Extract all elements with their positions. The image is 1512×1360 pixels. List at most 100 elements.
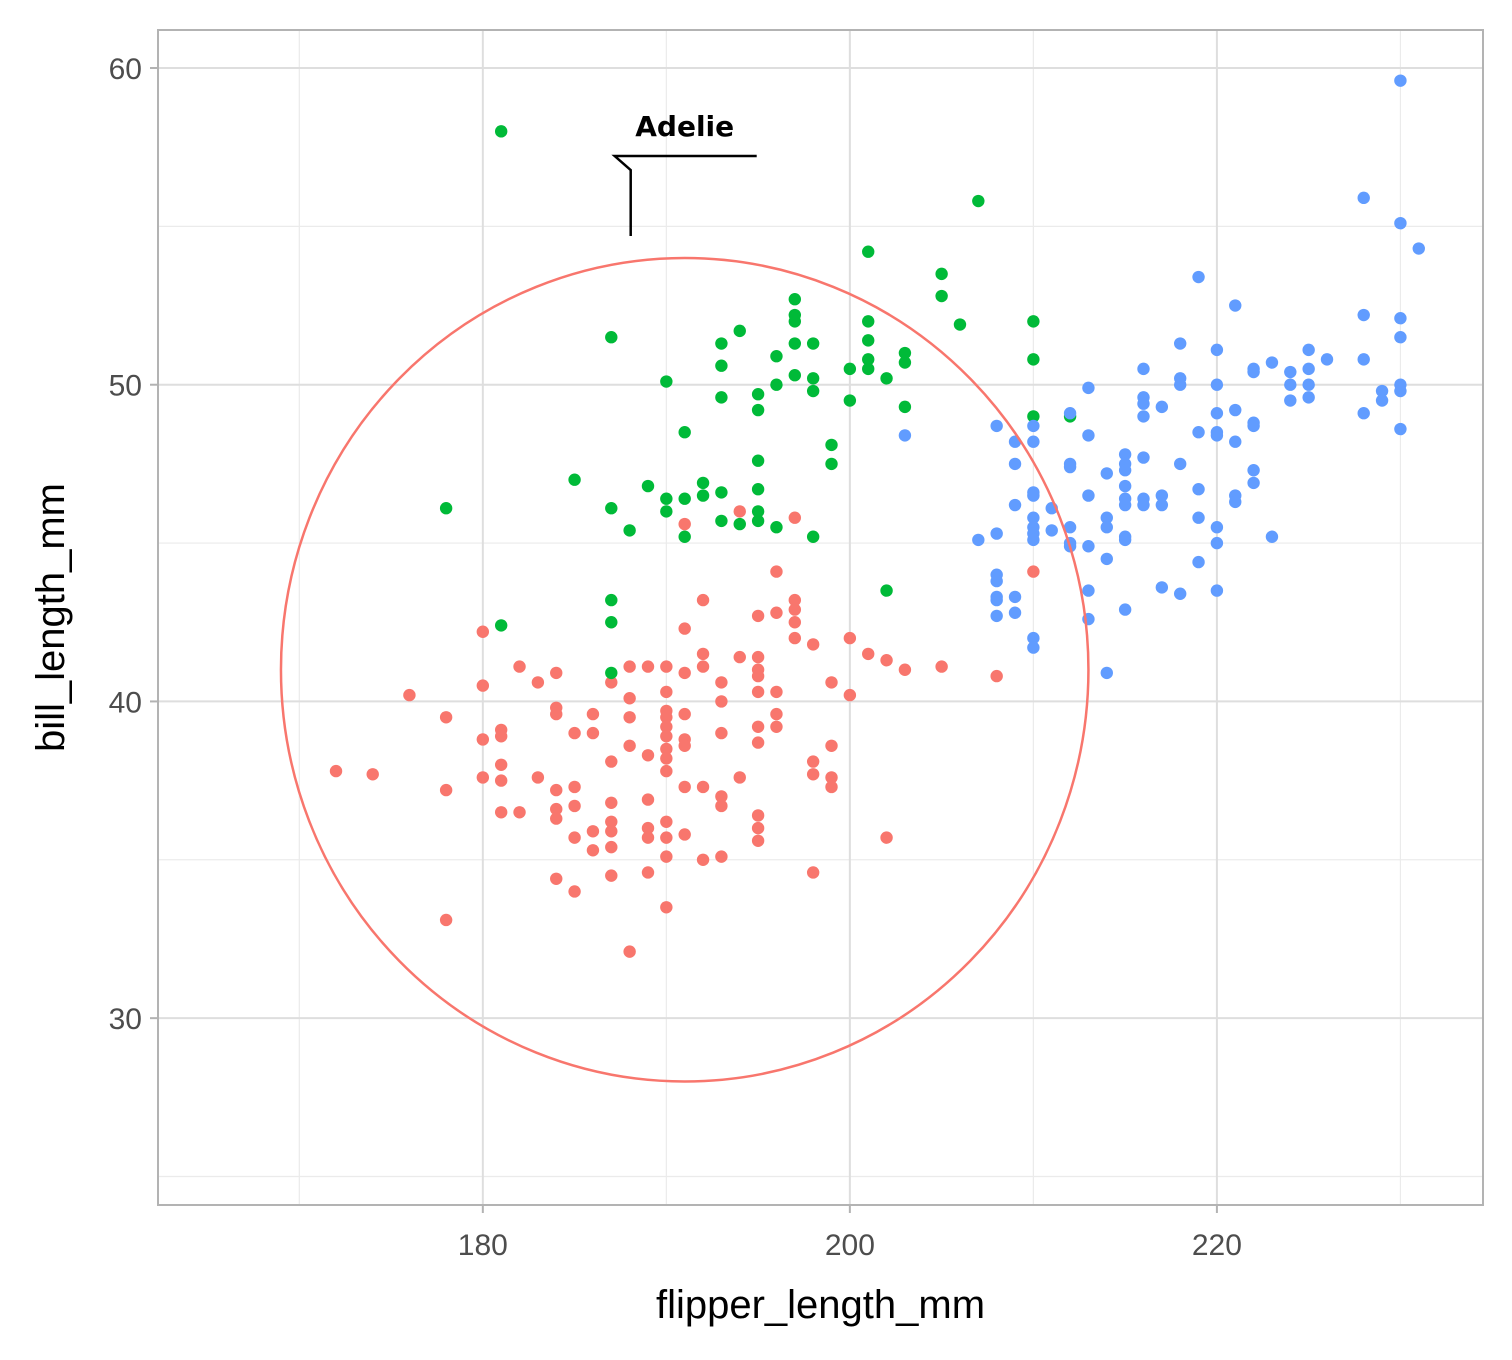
data-point — [843, 362, 857, 376]
data-point — [660, 742, 673, 756]
data-point — [641, 821, 655, 835]
data-point — [751, 505, 765, 518]
data-point — [550, 666, 563, 680]
data-point — [990, 609, 1003, 623]
data-point — [1210, 343, 1224, 357]
data-point — [568, 831, 581, 844]
data-point — [898, 429, 912, 442]
data-point — [660, 685, 673, 699]
data-point — [898, 356, 912, 369]
data-point — [788, 315, 802, 328]
data-point — [1357, 407, 1370, 420]
data-point — [770, 521, 783, 534]
data-point — [678, 530, 691, 543]
data-point — [1284, 365, 1297, 379]
data-point — [1173, 457, 1187, 471]
data-point — [1265, 530, 1279, 543]
data-point — [1082, 540, 1095, 553]
data-point — [494, 758, 508, 771]
data-point — [770, 685, 783, 699]
data-point — [1173, 378, 1187, 391]
data-point — [751, 514, 765, 528]
data-point — [1302, 362, 1315, 376]
data-point — [1394, 422, 1407, 436]
data-point — [439, 502, 453, 515]
data-point — [935, 660, 948, 673]
data-point — [1192, 511, 1205, 524]
data-point — [825, 780, 838, 794]
data-point — [733, 505, 746, 518]
data-point — [1063, 407, 1077, 420]
data-point — [715, 514, 728, 528]
data-point — [1063, 521, 1077, 534]
data-point — [770, 707, 783, 721]
data-point — [678, 492, 691, 505]
data-point — [623, 692, 636, 705]
data-point — [843, 631, 857, 645]
data-point — [1137, 397, 1150, 410]
data-point — [660, 901, 673, 914]
data-point — [733, 324, 746, 338]
data-point — [1027, 565, 1040, 578]
data-point — [880, 831, 893, 844]
data-point — [1137, 498, 1150, 512]
data-point — [1027, 489, 1040, 502]
data-point — [990, 574, 1003, 588]
data-point — [1284, 378, 1297, 391]
data-point — [1302, 378, 1315, 391]
data-point — [1118, 533, 1132, 547]
data-point — [898, 663, 912, 676]
data-point — [1118, 448, 1132, 461]
data-point — [513, 806, 526, 819]
data-point — [660, 492, 673, 505]
data-point — [1100, 552, 1113, 566]
data-point — [1063, 460, 1077, 474]
data-point — [605, 593, 618, 607]
data-point — [1027, 353, 1040, 366]
data-point — [770, 720, 783, 733]
data-point — [476, 679, 490, 692]
data-point — [550, 812, 563, 825]
data-point — [1357, 353, 1370, 366]
panel-border — [157, 29, 1484, 1206]
data-point — [678, 426, 691, 439]
data-point — [623, 739, 636, 752]
data-point — [1100, 511, 1113, 524]
x-axis-ticks: 180 200 220 — [458, 1205, 1242, 1262]
data-point — [476, 733, 490, 746]
data-point — [1192, 270, 1205, 284]
x-tick-label: 220 — [1192, 1229, 1242, 1262]
data-point — [494, 125, 508, 138]
data-point — [806, 337, 820, 350]
data-point — [1210, 378, 1224, 391]
data-point — [953, 318, 967, 331]
data-point — [660, 815, 673, 828]
data-point — [568, 780, 581, 794]
data-point — [476, 625, 490, 638]
data-point — [1027, 631, 1040, 645]
data-point — [770, 565, 783, 578]
data-point — [1027, 533, 1040, 547]
data-point — [788, 616, 802, 629]
data-point — [513, 660, 526, 673]
data-point — [1082, 429, 1095, 442]
data-point — [751, 809, 765, 822]
data-point — [641, 866, 655, 879]
data-point — [788, 337, 802, 350]
data-point — [1027, 511, 1040, 524]
data-point — [898, 400, 912, 414]
data-point — [586, 844, 600, 857]
data-point — [678, 517, 691, 531]
data-point — [862, 362, 875, 376]
data-point — [751, 483, 765, 496]
data-point — [568, 885, 581, 898]
data-point — [751, 669, 765, 683]
data-point — [751, 834, 765, 847]
data-point — [990, 527, 1003, 540]
x-tick-label: 200 — [825, 1229, 875, 1262]
data-point — [641, 660, 655, 673]
data-point — [1155, 400, 1169, 414]
data-point — [696, 780, 710, 794]
data-point — [1357, 191, 1370, 205]
